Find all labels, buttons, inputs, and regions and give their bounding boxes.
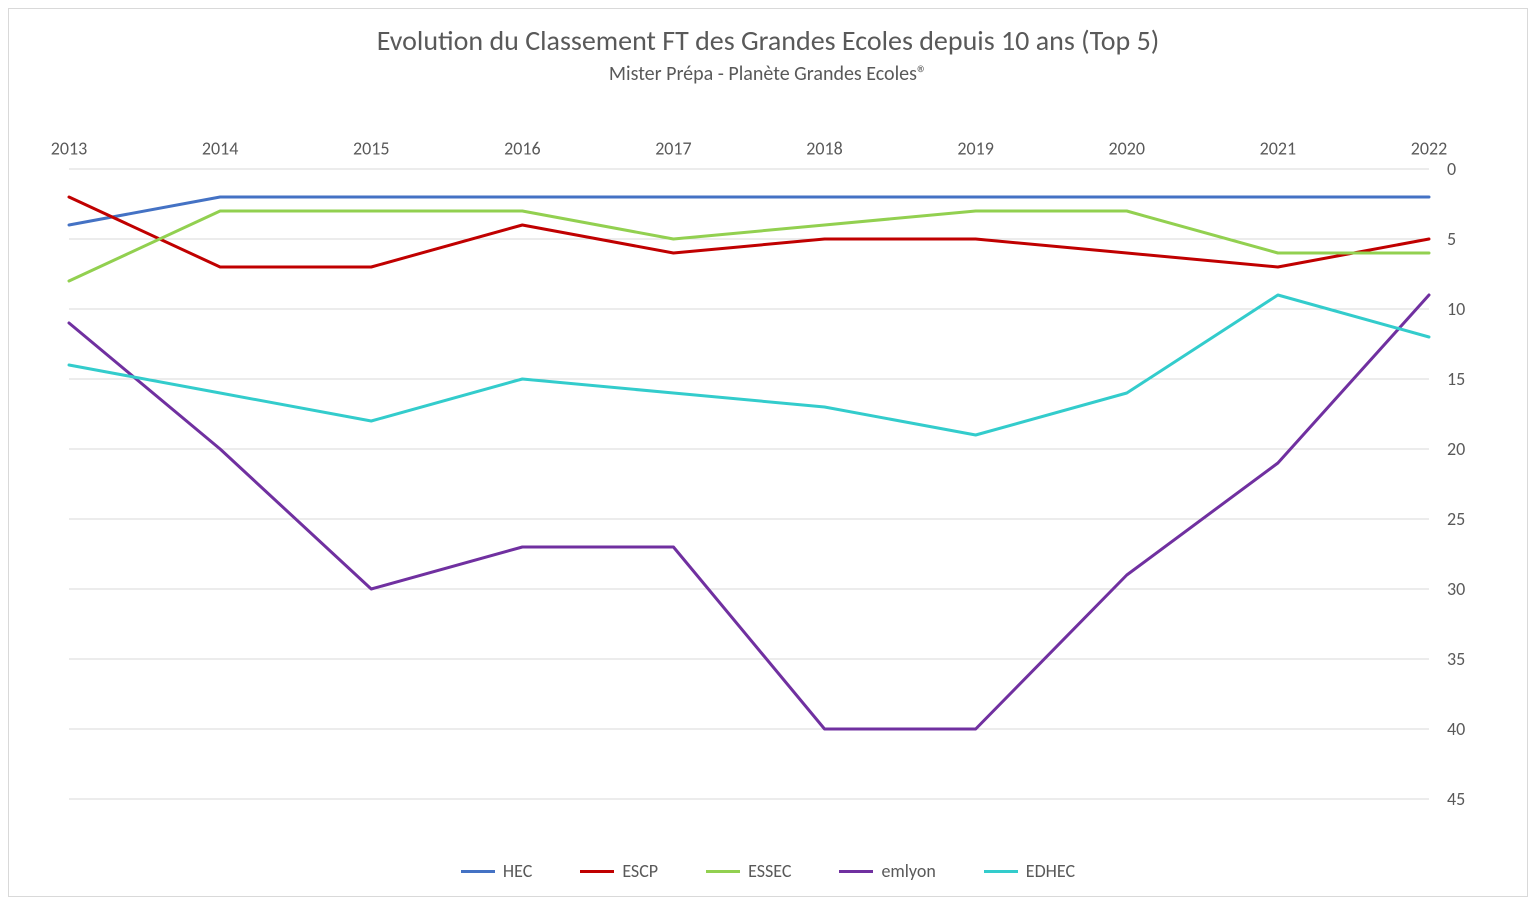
x-tick-label: 2016 — [504, 139, 541, 160]
chart-frame: Evolution du Classement FT des Grandes E… — [8, 8, 1528, 897]
legend-label: emlyon — [881, 860, 935, 882]
series-edhec — [69, 295, 1429, 435]
legend-label: HEC — [503, 860, 532, 882]
legend-item-hec: HEC — [461, 860, 532, 882]
y-tick-label: 15 — [1447, 368, 1465, 390]
y-tick-label: 0 — [1447, 158, 1456, 180]
legend-swatch — [839, 870, 873, 873]
legend-label: ESSEC — [748, 860, 791, 882]
line-chart-svg: 0 5 10 15 20 25 30 35 40 45 2013 2014 2015 2016 2017 20… — [49, 139, 1489, 819]
legend-item-essec: ESSEC — [706, 860, 791, 882]
series-emlyon — [69, 295, 1429, 729]
x-tick-label: 2019 — [957, 139, 994, 160]
y-tick-label: 40 — [1447, 718, 1465, 740]
legend: HEC ESCP ESSEC emlyon EDHEC — [9, 860, 1527, 882]
x-tick-label: 2020 — [1109, 139, 1146, 160]
x-tick-label: 2015 — [353, 139, 390, 160]
legend-label: ESCP — [622, 860, 658, 882]
x-tick-label: 2022 — [1411, 139, 1448, 160]
legend-label: EDHEC — [1026, 860, 1075, 882]
x-tick-label: 2014 — [202, 139, 239, 160]
y-tick-label: 30 — [1447, 578, 1465, 600]
legend-swatch — [706, 870, 740, 873]
y-tick-label: 35 — [1447, 648, 1465, 670]
y-tick-label: 5 — [1447, 228, 1456, 250]
legend-item-escp: ESCP — [580, 860, 658, 882]
chart-title: Evolution du Classement FT des Grandes E… — [9, 23, 1527, 58]
legend-swatch — [984, 870, 1018, 873]
x-tick-label: 2021 — [1260, 139, 1297, 160]
legend-item-edhec: EDHEC — [984, 860, 1075, 882]
legend-swatch — [461, 870, 495, 873]
chart-subtitle: Mister Prépa - Planète Grandes Ecoles® — [9, 62, 1527, 86]
y-tick-label: 10 — [1447, 298, 1465, 320]
x-tick-label: 2017 — [655, 139, 692, 160]
legend-swatch — [580, 870, 614, 873]
x-tick-label: 2018 — [806, 139, 843, 160]
y-tick-label: 45 — [1447, 788, 1465, 810]
legend-item-emlyon: emlyon — [839, 860, 935, 882]
plot-area: 0 5 10 15 20 25 30 35 40 45 2013 2014 2015 2016 2017 20… — [49, 139, 1489, 819]
y-tick-label: 25 — [1447, 508, 1465, 530]
y-tick-label: 20 — [1447, 438, 1465, 460]
x-tick-label: 2013 — [51, 139, 88, 160]
